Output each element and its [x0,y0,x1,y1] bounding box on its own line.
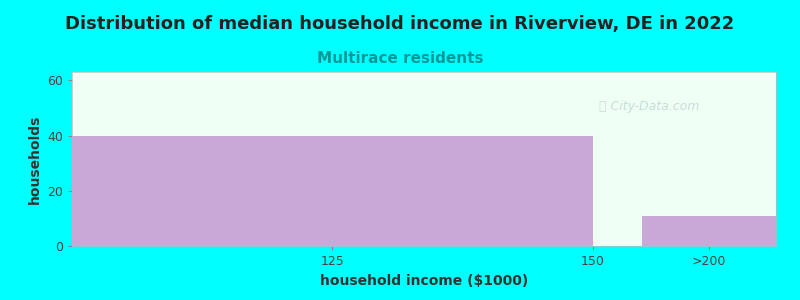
Y-axis label: households: households [27,114,42,204]
Bar [72,136,593,246]
Text: Ⓢ City-Data.com: Ⓢ City-Data.com [599,100,699,113]
Bar [642,216,776,246]
Text: Multirace residents: Multirace residents [317,51,483,66]
Text: Distribution of median household income in Riverview, DE in 2022: Distribution of median household income … [66,15,734,33]
X-axis label: household income ($1000): household income ($1000) [320,274,528,288]
